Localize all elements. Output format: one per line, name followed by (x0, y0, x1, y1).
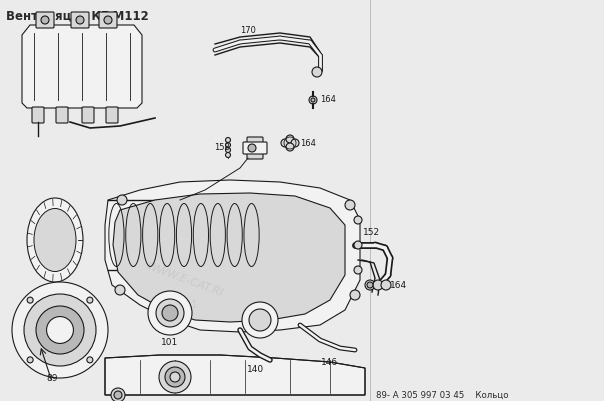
Circle shape (354, 266, 362, 274)
Text: Вентиляция КГ М112: Вентиляция КГ М112 (6, 10, 149, 23)
Circle shape (27, 297, 33, 303)
Circle shape (117, 195, 127, 205)
Circle shape (367, 282, 373, 288)
Text: 164: 164 (390, 281, 407, 290)
Circle shape (248, 144, 256, 152)
Circle shape (148, 291, 192, 335)
Circle shape (36, 306, 84, 354)
Polygon shape (105, 180, 360, 332)
Circle shape (115, 285, 125, 295)
Circle shape (365, 280, 375, 290)
Text: 158: 158 (214, 144, 230, 152)
Circle shape (156, 299, 184, 327)
FancyBboxPatch shape (99, 12, 117, 28)
Text: 89: 89 (47, 374, 58, 383)
FancyBboxPatch shape (106, 107, 118, 123)
Circle shape (41, 16, 49, 24)
Circle shape (111, 388, 125, 401)
FancyBboxPatch shape (36, 12, 54, 28)
Text: WWW.E-CAT.RI: WWW.E-CAT.RI (145, 261, 225, 299)
Circle shape (87, 357, 93, 363)
Text: 140: 140 (248, 365, 265, 374)
Text: 170: 170 (240, 26, 256, 35)
Text: 89- А 305 997 03 45    Кольцо: 89- А 305 997 03 45 Кольцо (376, 391, 509, 400)
FancyBboxPatch shape (71, 12, 89, 28)
Circle shape (170, 372, 180, 382)
Circle shape (27, 357, 33, 363)
Circle shape (249, 309, 271, 331)
Circle shape (373, 280, 383, 290)
Circle shape (350, 290, 360, 300)
Ellipse shape (27, 198, 83, 282)
Circle shape (291, 139, 299, 147)
Circle shape (381, 280, 391, 290)
FancyBboxPatch shape (243, 142, 267, 154)
Circle shape (47, 316, 74, 343)
Text: 152: 152 (364, 228, 381, 237)
Circle shape (354, 241, 362, 249)
Polygon shape (22, 25, 142, 108)
Polygon shape (113, 193, 345, 322)
Polygon shape (105, 355, 365, 395)
Circle shape (87, 297, 93, 303)
Circle shape (286, 135, 294, 143)
Circle shape (311, 98, 315, 102)
Circle shape (225, 138, 231, 142)
Text: 164: 164 (300, 138, 316, 148)
FancyBboxPatch shape (247, 137, 263, 159)
Circle shape (162, 305, 178, 321)
Circle shape (286, 143, 294, 151)
Text: 164: 164 (320, 95, 336, 105)
Ellipse shape (34, 209, 76, 271)
FancyBboxPatch shape (82, 107, 94, 123)
FancyBboxPatch shape (56, 107, 68, 123)
Circle shape (76, 16, 84, 24)
Circle shape (225, 142, 231, 148)
Text: 18.11: 18.11 (172, 300, 199, 310)
Circle shape (159, 361, 191, 393)
Circle shape (165, 367, 185, 387)
Circle shape (24, 294, 96, 366)
Circle shape (312, 67, 322, 77)
Circle shape (225, 148, 231, 152)
Circle shape (114, 391, 122, 399)
Text: 146: 146 (321, 358, 339, 367)
Circle shape (354, 216, 362, 224)
Circle shape (12, 282, 108, 378)
Circle shape (309, 96, 317, 104)
Circle shape (225, 152, 231, 158)
Circle shape (281, 139, 289, 147)
Circle shape (242, 302, 278, 338)
Circle shape (104, 16, 112, 24)
Circle shape (345, 200, 355, 210)
Text: 101: 101 (161, 338, 179, 347)
FancyBboxPatch shape (32, 107, 44, 123)
